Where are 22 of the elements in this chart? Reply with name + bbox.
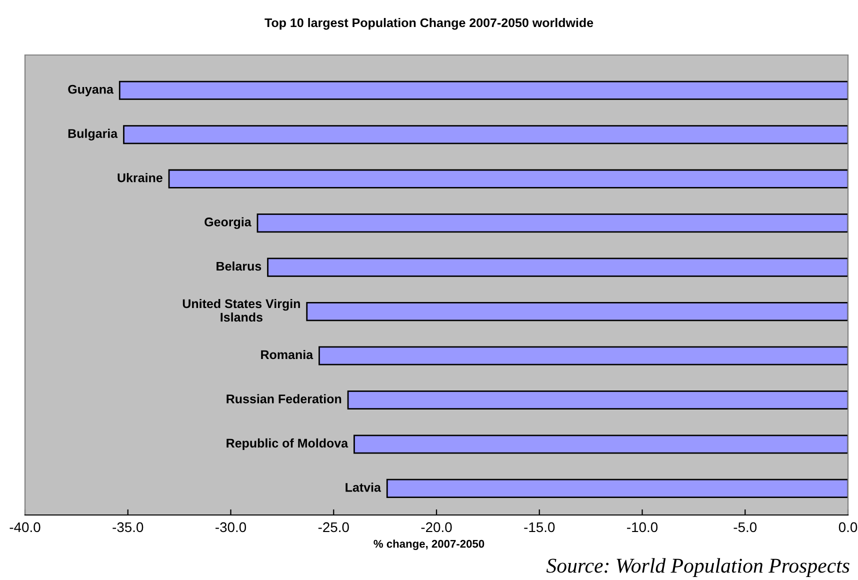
y-tick-label: United States Virgin Islands xyxy=(182,298,300,322)
x-tick-label: 0.0 xyxy=(838,522,858,532)
y-tick-label: Republic of Moldova xyxy=(226,438,348,450)
x-tick-label: -35.0 xyxy=(112,522,144,532)
y-tick-label: Russian Federation xyxy=(226,394,342,404)
x-tick-label: -20.0 xyxy=(421,522,452,532)
x-tick-label: -5.0 xyxy=(734,522,757,532)
x-tick-label: -25.0 xyxy=(318,522,349,532)
x-tick-label: -10.0 xyxy=(627,522,658,532)
y-tick-label: Guyana xyxy=(68,84,114,96)
x-axis-title: % change, 2007-2050 xyxy=(374,540,484,550)
y-tick-label: Bulgaria xyxy=(68,128,118,140)
chart-title: Top 10 largest Population Change 2007-2050 worldwide xyxy=(264,18,594,30)
y-tick-label: Latvia xyxy=(346,482,382,492)
y-tick-label: Georgia xyxy=(204,217,252,229)
x-tick-label: -40.0 xyxy=(10,522,40,532)
x-tick-label: -15.0 xyxy=(524,522,555,532)
x-tick-label: -30.0 xyxy=(216,522,246,532)
source-note: Source: World Population Prospects xyxy=(546,558,850,577)
y-tick-label: Romania xyxy=(261,350,314,360)
y-tick-label: Ukraine xyxy=(118,173,162,182)
y-tick-label: Belarus xyxy=(216,261,262,271)
